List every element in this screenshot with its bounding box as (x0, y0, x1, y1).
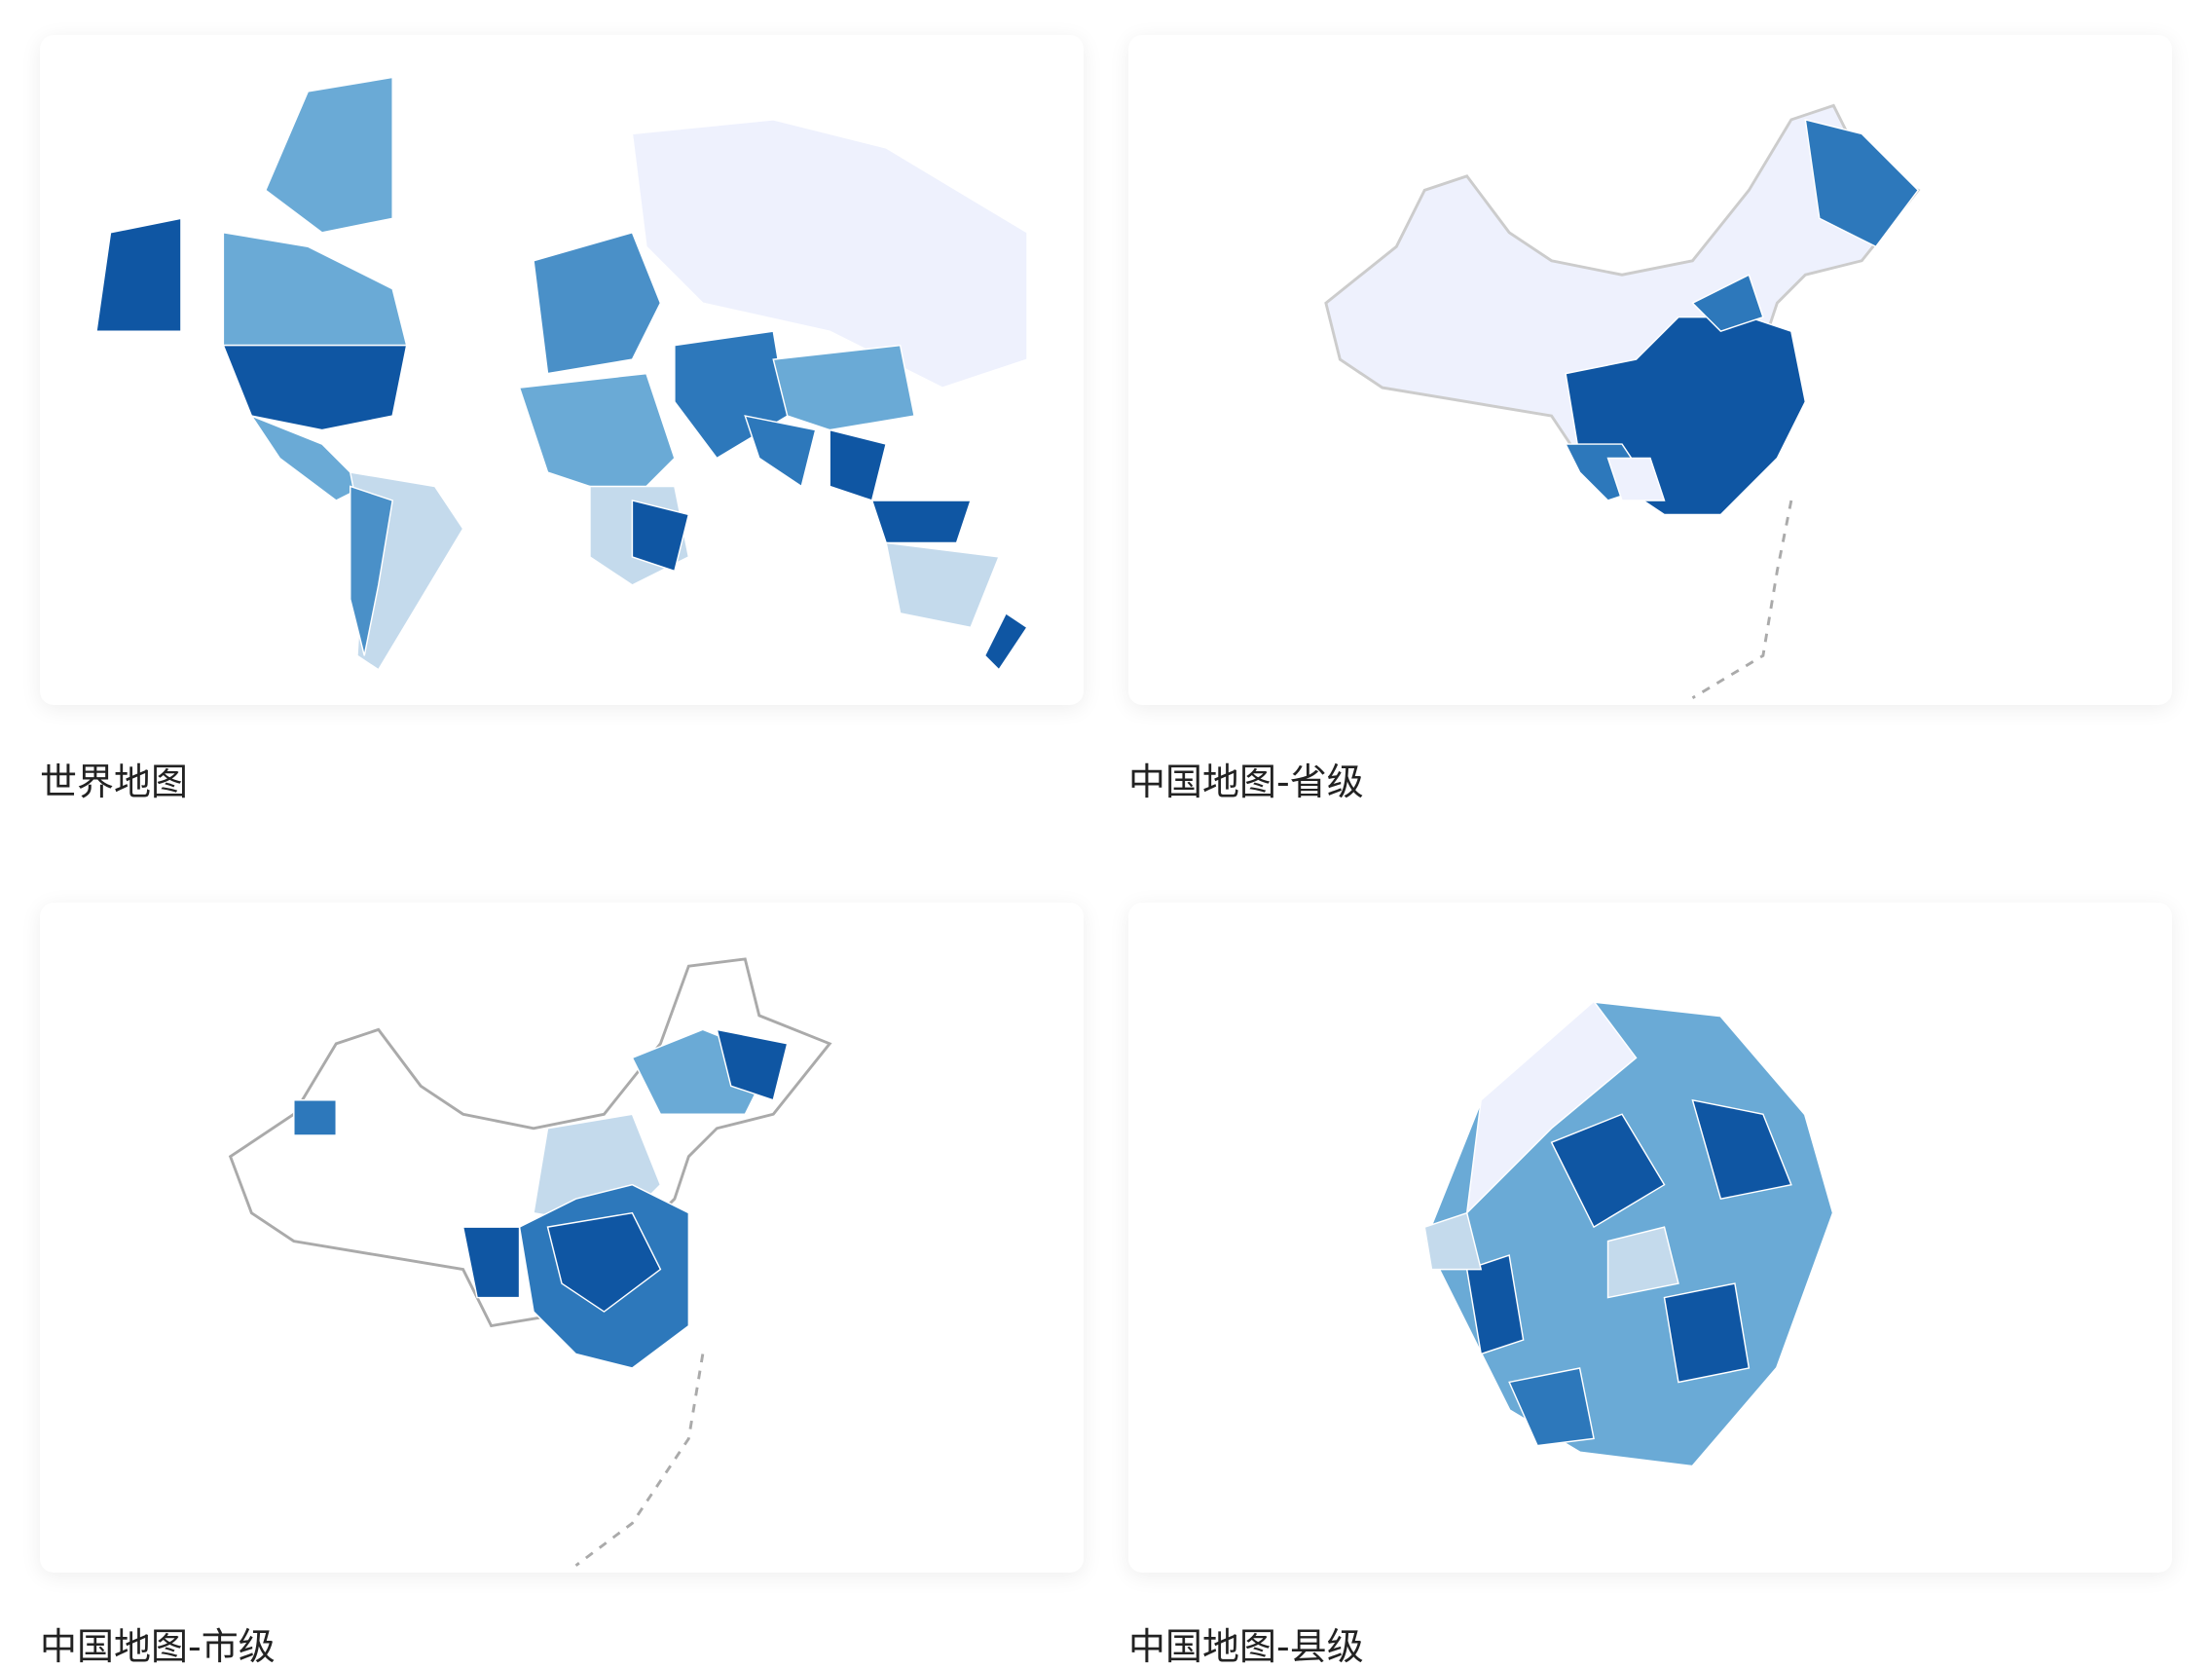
china-city-map (228, 957, 832, 1567)
card-caption: 中国地图-市级 (40, 1625, 276, 1668)
china-province-map (1324, 103, 1921, 699)
china-county-map (1422, 999, 1835, 1468)
card-caption: 中国地图-省级 (1128, 760, 1364, 803)
card-caption: 世界地图 (40, 760, 189, 803)
world-map (95, 76, 1028, 671)
map-card[interactable] (40, 35, 1084, 705)
map-card[interactable] (1128, 35, 2172, 705)
map-card[interactable] (1128, 903, 2172, 1573)
card-caption: 中国地图-县级 (1128, 1625, 1364, 1668)
map-card[interactable] (40, 903, 1084, 1573)
